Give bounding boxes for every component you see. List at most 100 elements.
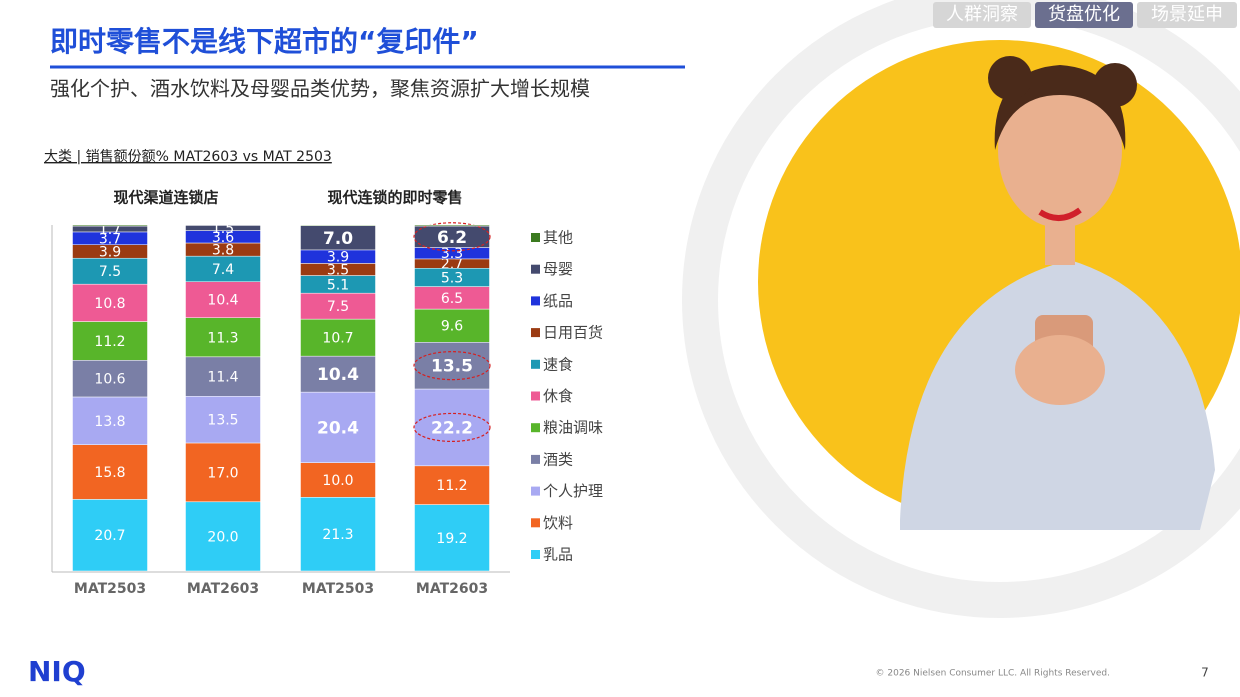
bar-segment: [72, 396, 148, 445]
tab-bg: [933, 2, 1031, 28]
tab[interactable]: 人群洞察: [946, 4, 1018, 25]
bar-segment: [72, 360, 148, 398]
value-label: 6.5: [441, 291, 463, 307]
value-label: 3.5: [327, 262, 349, 278]
bar-segment: [185, 255, 261, 282]
bar-segment: [300, 497, 376, 572]
value-label: 1.7: [99, 222, 121, 238]
value-label: 7.0: [323, 229, 353, 249]
value-label: 3.9: [99, 244, 121, 260]
tab-bg-active: [1035, 2, 1133, 28]
value-label: 3.6: [212, 230, 234, 246]
photo-person: [900, 56, 1215, 530]
tabs: 人群洞察 货盘优化 场景延申: [933, 2, 1237, 28]
value-label: 5.3: [441, 270, 463, 286]
legend-label: 粮油调味: [543, 419, 603, 437]
value-label: 2.7: [441, 257, 463, 273]
background-ring: [682, 0, 1240, 618]
bar-segment: [300, 292, 376, 320]
value-label: 17.0: [207, 465, 238, 481]
legend-label: 日用百货: [543, 324, 603, 342]
legend-swatch: [531, 486, 540, 496]
bar-segment: [300, 225, 376, 251]
legend-label: 饮料: [543, 514, 573, 532]
value-label: 15.8: [94, 465, 125, 481]
legend-label: 个人护理: [543, 482, 603, 500]
value-label: 10.6: [94, 372, 125, 388]
value-label: 11.2: [94, 334, 125, 350]
x-tick-label: MAT2603: [416, 581, 488, 597]
chart-title: 大类 | 销售额份额% MAT2603 vs MAT 2503: [44, 149, 332, 165]
bar-segment: [300, 224, 376, 226]
value-label: 19.2: [436, 531, 467, 547]
value-label: 11.2: [436, 478, 467, 494]
value-label: 5.1: [327, 277, 349, 293]
value-label: 10.8: [94, 296, 125, 312]
x-tick-label: MAT2603: [187, 581, 259, 597]
value-label: 13.8: [94, 414, 125, 430]
bar-segment: [414, 465, 490, 505]
value-label: 3.8: [212, 243, 234, 259]
legend-swatch: [531, 328, 540, 338]
subtitle: 强化个护、酒水饮料及母婴品类优势，聚焦资源扩大增长规模: [50, 77, 590, 101]
copyright: © 2026 Nielsen Consumer LLC. All Rights …: [876, 669, 1111, 679]
group-title: 现代连锁的即时零售: [327, 189, 462, 207]
bar-segment: [414, 308, 490, 343]
highlight-ring: [413, 351, 491, 381]
bar-segment: [414, 388, 490, 467]
bar-segment: [300, 355, 376, 393]
legend-label: 休食: [543, 387, 573, 405]
legend-swatch: [531, 391, 540, 401]
value-label: 9.6: [441, 319, 463, 335]
value-label: 3.3: [441, 246, 463, 262]
bar-segment: [300, 391, 376, 463]
highlight-ring: [413, 412, 491, 443]
value-label: 6.2: [437, 228, 467, 248]
tab[interactable]: 场景延申: [1151, 4, 1223, 25]
legend-label: 纸品: [543, 292, 573, 310]
value-label: 10.7: [322, 331, 353, 347]
group-title: 现代渠道连锁店: [113, 189, 218, 207]
value-label: 10.0: [322, 473, 353, 489]
bar-segment: [300, 462, 376, 498]
value-label: 20.7: [94, 528, 125, 544]
page-number: 7: [1201, 666, 1209, 680]
legend-swatch: [531, 296, 540, 306]
bar-segment: [185, 396, 261, 444]
bar-segment: [414, 342, 490, 390]
value-label: 13.5: [431, 357, 473, 377]
value-label: 10.4: [317, 365, 359, 385]
value-label: 11.3: [207, 330, 238, 346]
bar-segment: [300, 318, 376, 357]
value-label: 22.2: [431, 418, 473, 438]
bar-segment: [185, 356, 261, 397]
bar-segment: [72, 224, 148, 227]
value-label: 7.4: [212, 262, 234, 278]
x-tick-label: MAT2503: [74, 581, 146, 597]
tab[interactable]: 货盘优化: [1048, 4, 1120, 25]
legend-label: 速食: [543, 355, 573, 373]
value-label: 3.7: [99, 231, 121, 247]
bar-segment: [414, 224, 490, 227]
logo: NIQ: [28, 655, 86, 688]
value-label: 7.5: [99, 264, 121, 280]
value-label: 10.4: [207, 293, 238, 309]
value-label: 7.5: [327, 299, 349, 315]
legend-swatch: [531, 518, 540, 528]
x-tick-label: MAT2503: [302, 581, 374, 597]
value-label: 13.5: [207, 413, 238, 429]
bar-segment: [72, 321, 148, 361]
value-label: 11.4: [207, 370, 238, 386]
legend-label: 酒类: [543, 450, 573, 468]
value-label: 21.3: [322, 527, 353, 543]
highlight-ring: [413, 222, 491, 252]
slide-title: 即时零售不是线下超市的“复印件”: [50, 25, 479, 58]
legend-label: 母婴: [543, 260, 573, 278]
value-label: 20.4: [317, 418, 359, 438]
value-label: 3.9: [327, 250, 349, 266]
bar-segment: [72, 257, 148, 285]
legend-swatch: [531, 264, 540, 274]
tab-bg: [1137, 2, 1237, 28]
legend-swatch: [531, 454, 540, 464]
